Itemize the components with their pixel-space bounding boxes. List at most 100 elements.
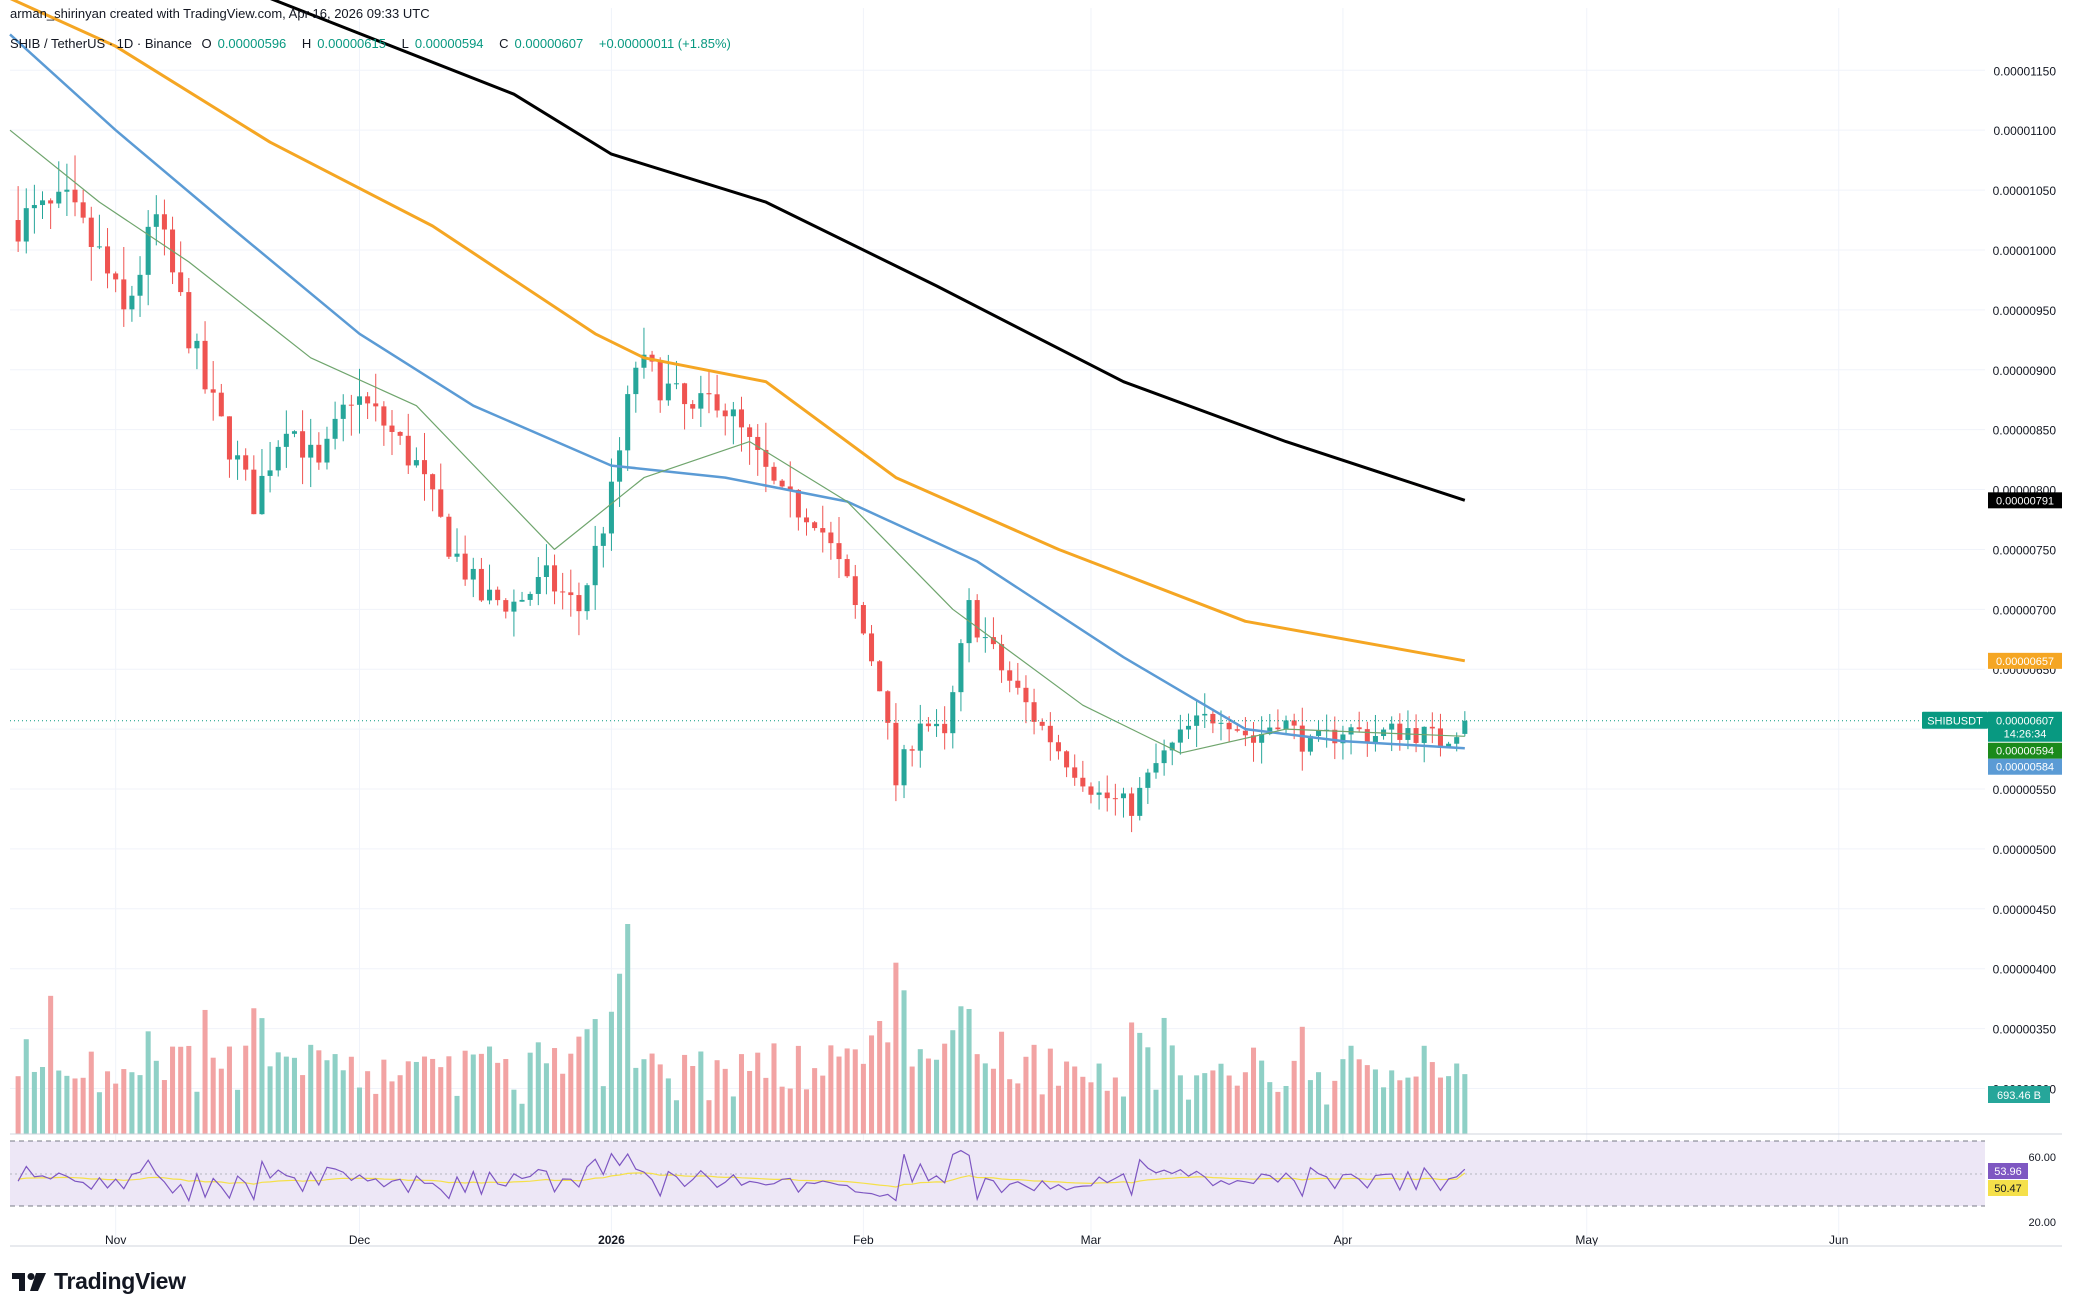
volume-bar: [966, 1008, 972, 1134]
close-value: 0.00000607: [514, 36, 584, 51]
candle-body: [121, 279, 127, 310]
volume-bar: [202, 1009, 208, 1134]
candle-body: [267, 470, 273, 476]
symbol-legend[interactable]: SHIB / TetherUS · 1D · Binance O 0.000005…: [10, 36, 737, 51]
candle-body: [1096, 792, 1102, 795]
created-by-line: arman_shirinyan created with TradingView…: [10, 6, 430, 21]
volume-bar: [1096, 1063, 1102, 1134]
candle-body: [1307, 735, 1313, 752]
volume-bar: [1153, 1089, 1159, 1134]
volume-bar: [1047, 1048, 1053, 1134]
x-tick-label: 2026: [598, 1233, 625, 1247]
volume-bar: [1413, 1076, 1419, 1134]
volume-bar: [1259, 1060, 1265, 1134]
volume-bar: [1161, 1017, 1167, 1134]
volume-bar: [105, 1071, 111, 1134]
symbol-name[interactable]: SHIB / TetherUS · 1D · Binance: [10, 36, 192, 51]
open-label: O: [201, 36, 212, 51]
x-tick-label: Nov: [105, 1233, 126, 1247]
tradingview-logo[interactable]: TradingView: [12, 1268, 186, 1295]
volume-bar: [649, 1053, 655, 1134]
rsi-upper-label: 60.00: [2028, 1152, 2056, 1164]
candle-body: [365, 396, 371, 404]
candle-body: [763, 449, 769, 467]
low-value: 0.00000594: [414, 36, 484, 51]
candle-body: [39, 200, 46, 206]
candle-body: [381, 406, 387, 426]
candle-body: [690, 404, 696, 409]
candle-body: [706, 393, 712, 395]
candle-body: [901, 749, 907, 786]
volume-bar: [1381, 1087, 1387, 1134]
candle-body: [1437, 728, 1443, 747]
volume-bar: [340, 1070, 346, 1134]
price-labels: 0.00000791 0.00000657 SHIBUSDT 0.0000060714…: [1922, 492, 2062, 1103]
candle-body: [275, 446, 281, 471]
volume-bar: [210, 1057, 216, 1134]
volume-bar: [48, 995, 54, 1134]
volume-bar: [730, 1096, 736, 1134]
change-value: +0.00000011 (+1.85%): [598, 36, 731, 51]
candle-body: [161, 214, 167, 230]
candle-body: [1291, 720, 1297, 726]
volume-bar: [267, 1066, 273, 1134]
volume-bar: [608, 1011, 614, 1134]
volume-bar: [568, 1053, 574, 1134]
candle-body: [1299, 725, 1305, 752]
price-label-text: 0.00000584: [1996, 762, 2054, 774]
volume-bar: [1031, 1044, 1037, 1134]
candle-body: [1202, 713, 1208, 716]
volume-bar: [389, 1081, 395, 1134]
candle-body: [1137, 787, 1143, 816]
volume-label-text: 693.46 B: [1997, 1090, 2041, 1102]
candle-body: [1372, 736, 1378, 743]
candle-body: [641, 354, 647, 368]
ticker-label: SHIBUSDT: [1927, 716, 1983, 728]
volume-bar: [1437, 1077, 1443, 1134]
volume-bar: [1023, 1056, 1029, 1134]
volume-bar: [860, 1063, 866, 1134]
volume-bar: [291, 1057, 297, 1134]
volume-bar: [527, 1052, 533, 1134]
candle-body: [178, 272, 184, 293]
candle-body: [1429, 726, 1435, 729]
candle-body: [340, 404, 346, 419]
rsi-ma-line: [18, 1172, 1466, 1188]
candle-body: [64, 189, 70, 192]
candle-body: [925, 723, 931, 727]
candle-body: [1023, 687, 1029, 703]
candle-body: [1462, 720, 1468, 734]
grid: [10, 8, 1985, 1246]
candle-body: [1039, 721, 1045, 726]
volume-bar: [1356, 1059, 1362, 1134]
candle-body: [738, 409, 745, 428]
candle-body: [15, 220, 21, 242]
candle-body: [909, 749, 915, 751]
candle-body: [812, 522, 818, 529]
candle-body: [56, 191, 62, 204]
candle-body: [1397, 723, 1403, 740]
candle-body: [1169, 742, 1175, 751]
candle-body: [470, 568, 476, 580]
volume-label-box: [1988, 1086, 2050, 1103]
candle-body: [478, 568, 484, 601]
volume-bar: [64, 1075, 70, 1134]
volume-bar: [641, 1059, 647, 1134]
low-label: L: [401, 36, 409, 51]
volume-bar: [137, 1075, 143, 1134]
candle-body: [202, 340, 208, 390]
candle-body: [96, 246, 102, 248]
candle-body: [251, 469, 257, 515]
volume-bar: [519, 1103, 525, 1134]
candle-body: [958, 643, 964, 693]
volume-bar: [535, 1042, 541, 1134]
volume-bar: [1234, 1085, 1240, 1134]
volume-bar: [1446, 1076, 1452, 1134]
price-label-box: [1988, 711, 2062, 742]
candle-body: [1031, 702, 1037, 722]
volume-bar: [592, 1019, 598, 1134]
volume-bar: [1145, 1047, 1151, 1134]
candle-body: [576, 595, 582, 612]
candle-body: [373, 403, 379, 407]
candle-body: [218, 392, 224, 417]
